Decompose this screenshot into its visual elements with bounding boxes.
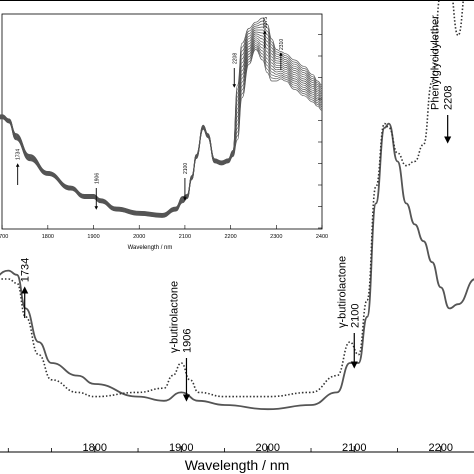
inset-label-2310: 2310 bbox=[279, 39, 285, 50]
inset-series-group bbox=[0, 17, 323, 218]
main-label-2208: Phenylglycidylether bbox=[430, 15, 442, 110]
main-x-tick-label: 1900 bbox=[169, 442, 193, 454]
main-ticks: 1800 1900 2000 2100 2200 bbox=[7, 442, 453, 454]
inset-annotations: 1734 1906 2100 2208 2275 2310 bbox=[16, 17, 285, 210]
inset-series-line bbox=[0, 17, 323, 214]
inset-frame bbox=[1, 13, 323, 230]
main-x-axis-label: Wavelength / nm bbox=[185, 457, 290, 473]
main-value-2100: 2100 bbox=[349, 304, 361, 328]
inset-x-tick-label: 1800 bbox=[42, 234, 54, 240]
inset-x-tick-label: 1900 bbox=[87, 234, 99, 240]
inset-label-1906: 1906 bbox=[94, 173, 100, 184]
inset-x-tick-label: 1700 bbox=[0, 234, 8, 240]
main-x-tick-label: 2100 bbox=[342, 442, 366, 454]
inset-x-tick-label: 2400 bbox=[316, 234, 328, 240]
main-series-group bbox=[0, 0, 474, 411]
main-x-tick-label: 2000 bbox=[256, 442, 280, 454]
main-label-1734: 1734 bbox=[20, 258, 32, 282]
inset-x-tick-label: 2300 bbox=[270, 234, 282, 240]
main-label-2100: γ-butirolactone bbox=[336, 256, 348, 328]
inset-label-2100: 2100 bbox=[183, 163, 189, 174]
inset-label-2208: 2208 bbox=[232, 53, 238, 64]
inset-x-tick-label: 2000 bbox=[133, 234, 145, 240]
inset-x-tick-label: 2200 bbox=[224, 234, 236, 240]
inset-x-axis-label: Wavelength / nm bbox=[128, 245, 173, 251]
inset-x-tick-label: 2100 bbox=[179, 234, 191, 240]
main-series-solid-line bbox=[0, 122, 474, 411]
inset-label-1734: 1734 bbox=[16, 149, 22, 160]
main-series-dotted-line bbox=[0, 0, 465, 398]
main-x-tick-label: 1800 bbox=[83, 442, 107, 454]
main-axes bbox=[0, 0, 474, 453]
main-value-1906: 1906 bbox=[181, 329, 193, 353]
inset-plot: 1700 1800 1900 2000 2100 2200 2300 2400 Wavelen… bbox=[0, 13, 328, 251]
main-label-1906: γ-butirolactone bbox=[168, 281, 180, 353]
inset-label-2275: 2275 bbox=[263, 17, 269, 28]
inset-ticks: 1700 1800 1900 2000 2100 2200 2300 2400 bbox=[0, 34, 328, 240]
main-value-2208: 2208 bbox=[443, 86, 455, 110]
main-x-tick-label: 2200 bbox=[429, 442, 453, 454]
